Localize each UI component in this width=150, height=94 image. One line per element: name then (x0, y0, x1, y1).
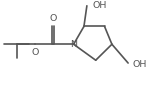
Text: OH: OH (92, 1, 106, 10)
Text: N: N (70, 40, 77, 49)
Text: O: O (49, 14, 57, 23)
Text: OH: OH (133, 60, 147, 69)
Text: O: O (32, 48, 39, 57)
